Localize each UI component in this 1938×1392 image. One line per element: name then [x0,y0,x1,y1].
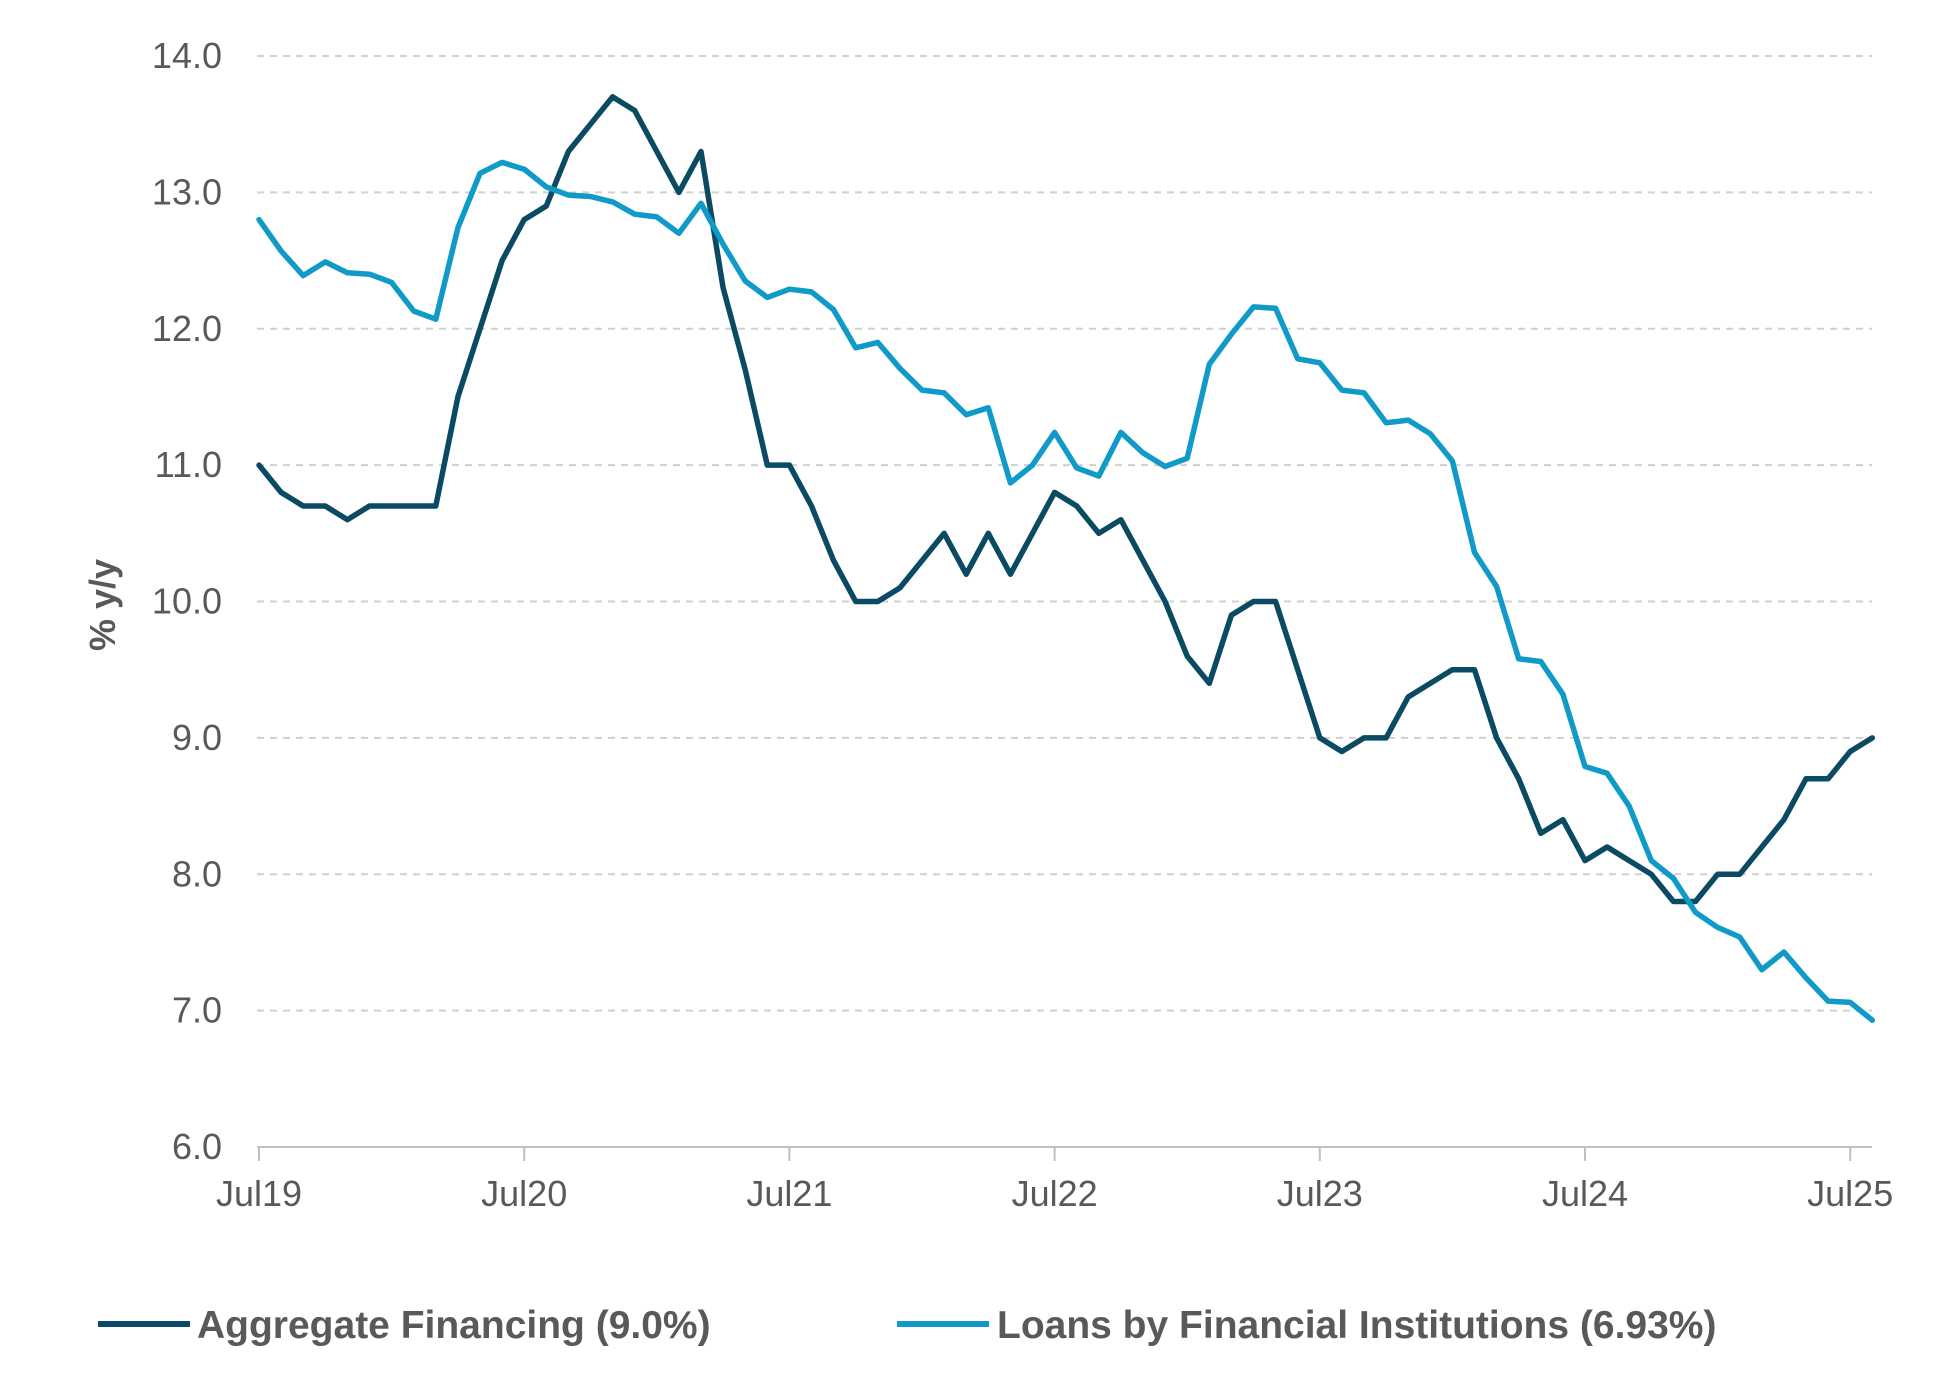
legend-label-loans-by-financial-institutions: Loans by Financial Institutions (6.93%) [997,1304,1716,1347]
y-tick-label: 11.0 [155,444,222,485]
series-line-aggregate-financing [256,94,1876,905]
axes: 6.0 7.0 8.0 9.0 10.0 11.0 12.0 13.0 14.0 Jul19 Jul… [152,35,1893,1214]
y-tick-label: 6.0 [172,1126,222,1167]
x-tick-label: Jul21 [746,1173,832,1214]
y-tick-label: 14.0 [152,35,222,76]
y-tick-label: 9.0 [172,717,222,758]
x-tick-label: Jul22 [1012,1173,1098,1214]
y-tick-label: 7.0 [172,990,222,1031]
x-tick-label: Jul23 [1277,1173,1363,1214]
series-line-loans-by-financial-institutions [256,159,1876,1023]
gridlines [257,55,1872,1012]
y-tick-label: 10.0 [152,581,222,622]
y-tick-label: 13.0 [152,171,222,212]
x-tick-label: Jul25 [1807,1173,1893,1214]
y-tick-label: 8.0 [172,853,222,894]
y-axis-title: % y/y [82,559,123,651]
y-tick-label: 12.0 [152,308,222,349]
series-lines [256,94,1876,1023]
legend-label-aggregate-financing: Aggregate Financing (9.0%) [197,1304,711,1347]
x-tick-label: Jul19 [216,1173,302,1214]
legend: Aggregate Financing (9.0%) Loans by Fina… [98,1304,1716,1347]
x-tick-label: Jul20 [481,1173,567,1214]
x-tick-label: Jul24 [1542,1173,1628,1214]
